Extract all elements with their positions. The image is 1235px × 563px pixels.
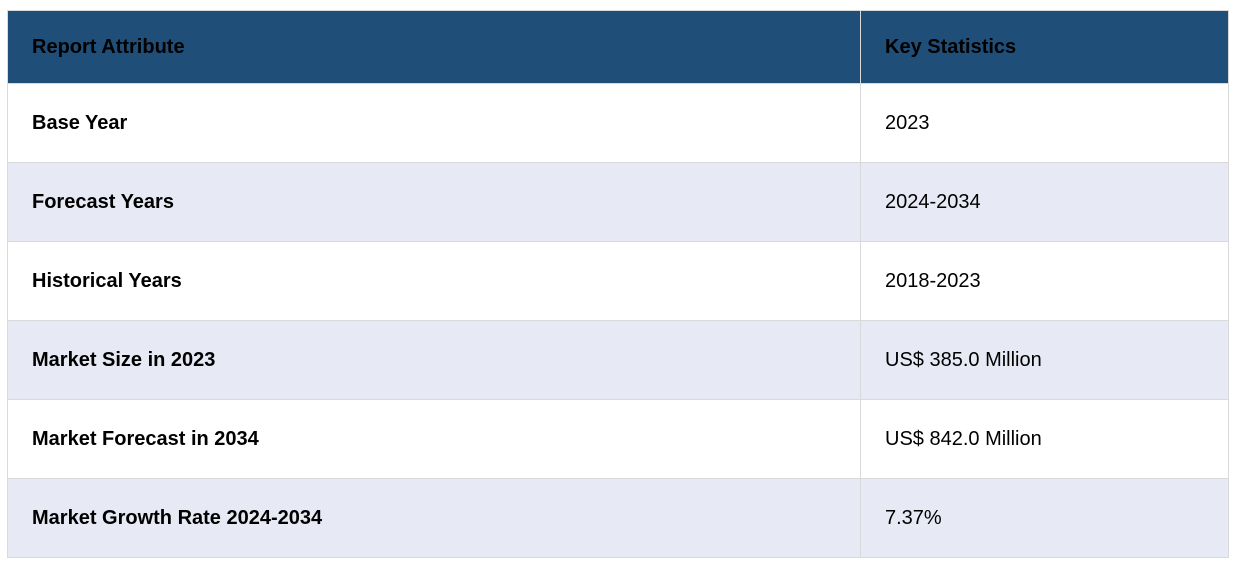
attribute-cell-forecast-years: Forecast Years xyxy=(7,162,861,242)
table-row: Market Size in 2023 US$ 385.0 Million xyxy=(7,320,1229,400)
table-row: Forecast Years 2024-2034 xyxy=(7,162,1229,242)
value-cell-historical-years: 2018-2023 xyxy=(860,241,1229,321)
value-cell-base-year: 2023 xyxy=(860,83,1229,163)
report-attributes-table: Report Attribute Key Statistics Base Yea… xyxy=(7,10,1229,558)
table-header: Report Attribute Key Statistics xyxy=(7,10,1229,84)
table-row: Market Forecast in 2034 US$ 842.0 Millio… xyxy=(7,399,1229,479)
attribute-cell-historical-years: Historical Years xyxy=(7,241,861,321)
column-header-report-attribute: Report Attribute xyxy=(7,10,861,84)
report-attributes-table-container: Report Attribute Key Statistics Base Yea… xyxy=(7,10,1229,558)
attribute-cell-market-forecast: Market Forecast in 2034 xyxy=(7,399,861,479)
attribute-cell-base-year: Base Year xyxy=(7,83,861,163)
table-body: Base Year 2023 Forecast Years 2024-2034 … xyxy=(7,83,1229,558)
table-row: Historical Years 2018-2023 xyxy=(7,241,1229,321)
value-cell-market-forecast: US$ 842.0 Million xyxy=(860,399,1229,479)
value-cell-growth-rate: 7.37% xyxy=(860,478,1229,558)
table-row: Market Growth Rate 2024-2034 7.37% xyxy=(7,478,1229,558)
table-row: Base Year 2023 xyxy=(7,83,1229,163)
attribute-cell-market-size: Market Size in 2023 xyxy=(7,320,861,400)
column-header-key-statistics: Key Statistics xyxy=(860,10,1229,84)
value-cell-market-size: US$ 385.0 Million xyxy=(860,320,1229,400)
table-header-row: Report Attribute Key Statistics xyxy=(7,10,1229,84)
attribute-cell-growth-rate: Market Growth Rate 2024-2034 xyxy=(7,478,861,558)
value-cell-forecast-years: 2024-2034 xyxy=(860,162,1229,242)
